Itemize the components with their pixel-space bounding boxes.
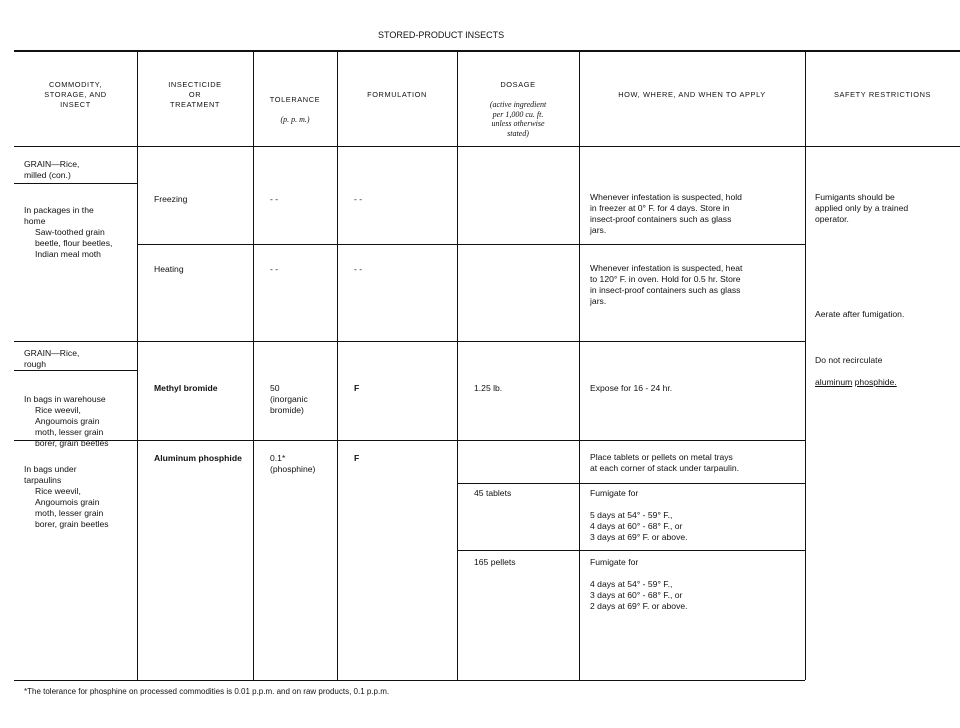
how-pellets: Fumigate for 4 days at 54° - 59° F., 3 d… (590, 557, 688, 611)
storage-warehouse: In bags in warehouse Rice weevil, Angoum… (24, 383, 109, 460)
how-heating: Whenever infestation is suspected, heat … (590, 263, 743, 306)
dosage-pellets: 165 pellets (474, 557, 516, 567)
divider (805, 50, 806, 680)
how-methyl-bromide: Expose for 16 - 24 hr. (590, 383, 673, 393)
formulation-aluminum-phosphide: F (354, 453, 360, 463)
divider (137, 50, 138, 680)
how-tablets: Fumigate for 5 days at 54° - 59° F., 4 d… (590, 488, 688, 542)
safety-fumigants: Fumigants should be applied only by a tr… (815, 192, 909, 224)
commodity-rough: GRAIN—Rice, rough (24, 348, 80, 369)
divider (14, 146, 960, 147)
divider (457, 50, 458, 680)
table-title: STORED-PRODUCT INSECTS (378, 30, 505, 40)
divider (14, 183, 137, 184)
tolerance-freezing: - - (270, 194, 279, 204)
treatment-aluminum-phosphide: Aluminum phosphide (154, 453, 242, 463)
insect-list: Saw-toothed grain beetle, flour beetles,… (35, 227, 113, 259)
header-dosage: DOSAGE (active ingredient per 1,000 cu. … (457, 70, 579, 148)
formulation-methyl-bromide: F (354, 383, 360, 393)
divider (14, 680, 805, 681)
underlined-word: aluminum (815, 377, 853, 387)
dosage-tablets: 45 tablets (474, 488, 512, 498)
header-dosage-note: (active ingredient per 1,000 cu. ft. unl… (489, 100, 547, 138)
safety-recirculate-substance: aluminum phosphide. (815, 377, 897, 388)
divider (14, 50, 960, 52)
safety-recirculate: Do not recirculate aluminum phosphide. (815, 344, 897, 399)
treatment-methyl-bromide: Methyl bromide (154, 383, 218, 393)
storage-label: In packages in the home (24, 205, 94, 226)
tolerance-methyl-bromide: 50 (inorganic bromide) (270, 383, 308, 415)
tolerance-aluminum-phosphide: 0.1* (phosphine) (270, 453, 316, 474)
how-place-trays: Place tablets or pellets on metal trays … (590, 452, 740, 473)
header-tolerance-label: TOLERANCE (269, 95, 321, 104)
insect-list: Rice weevil, Angoumois grain moth, lesse… (35, 486, 109, 529)
formulation-heating: - - (354, 264, 363, 274)
divider (253, 50, 254, 680)
formulation-freezing: - - (354, 194, 363, 204)
divider (14, 440, 805, 441)
divider (457, 483, 805, 484)
storage-label: In bags under tarpaulins (24, 464, 77, 485)
storage-tarpaulins: In bags under tarpaulins Rice weevil, An… (24, 453, 109, 541)
header-insecticide: INSECTICIDE OR TREATMENT (168, 80, 222, 109)
header-how: HOW, WHERE, AND WHEN TO APPLY (618, 90, 766, 99)
how-freezing: Whenever infestation is suspected, hold … (590, 192, 742, 235)
commodity-milled: GRAIN—Rice, milled (con.) (24, 159, 80, 180)
divider (457, 550, 805, 551)
header-safety: SAFETY RESTRICTIONS (833, 90, 932, 99)
header-commodity: COMMODITY, STORAGE, AND INSECT (44, 80, 107, 109)
safety-recirculate-text: Do not recirculate (815, 355, 883, 365)
insect-list: Rice weevil, Angoumois grain moth, lesse… (35, 405, 109, 448)
tolerance-heating: - - (270, 264, 279, 274)
storage-packages: In packages in the home Saw-toothed grai… (24, 194, 112, 271)
header-formulation: FORMULATION (367, 90, 427, 99)
storage-label: In bags in warehouse (24, 394, 106, 404)
dosage-methyl-bromide: 1.25 lb. (474, 383, 503, 393)
header-tolerance-unit: (p. p. m.) (280, 115, 310, 124)
header-dosage-label: DOSAGE (500, 80, 536, 89)
divider (337, 50, 338, 680)
treatment-heating: Heating (154, 264, 184, 274)
header-tolerance: TOLERANCE (p. p. m.) (253, 85, 337, 135)
divider (14, 370, 137, 371)
underlined-word: phosphide. (854, 377, 897, 387)
footnote: *The tolerance for phosphine on processe… (24, 687, 390, 696)
divider (14, 341, 805, 342)
safety-aerate: Aerate after fumigation. (815, 309, 905, 319)
divider (579, 50, 580, 680)
divider (137, 244, 805, 245)
treatment-freezing: Freezing (154, 194, 188, 204)
